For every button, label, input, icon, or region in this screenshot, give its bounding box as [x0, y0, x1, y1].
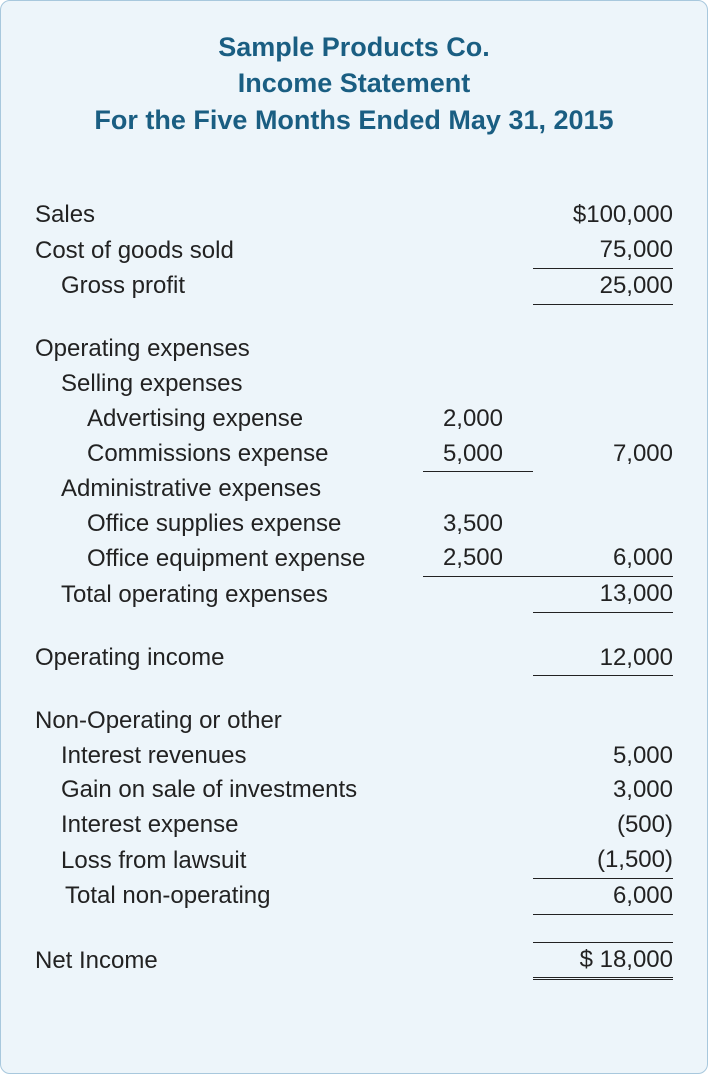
label-operating-income: Operating income	[35, 641, 423, 676]
company-name: Sample Products Co.	[35, 29, 673, 65]
statement-title: Income Statement	[35, 65, 673, 101]
value-gain: 3,000	[533, 773, 673, 808]
row-opex-header: Operating expenses	[35, 332, 673, 367]
row-office-supplies: Office supplies expense 3,500	[35, 507, 673, 542]
value-operating-income: 12,000	[533, 641, 673, 676]
value-selling-subtotal: 7,000	[533, 437, 673, 472]
value-loss: (1,500)	[533, 843, 673, 878]
value-net-income: $ 18,000	[533, 942, 673, 979]
income-statement-table: Sales $100,000 Cost of goods sold 75,000…	[35, 198, 673, 980]
row-sales: Sales $100,000	[35, 198, 673, 233]
row-loss: Loss from lawsuit (1,500)	[35, 843, 673, 878]
row-advertising: Advertising expense 2,000	[35, 402, 673, 437]
row-admin-header: Administrative expenses	[35, 472, 673, 507]
row-cogs: Cost of goods sold 75,000	[35, 233, 673, 268]
label-office-supplies: Office supplies expense	[35, 507, 423, 542]
label-net-income: Net Income	[35, 942, 423, 979]
row-net-income: Net Income $ 18,000	[35, 942, 673, 979]
label-gain: Gain on sale of investments	[35, 773, 423, 808]
row-commissions: Commissions expense 5,000 7,000	[35, 437, 673, 472]
value-advertising: 2,000	[423, 402, 533, 437]
statement-period: For the Five Months Ended May 31, 2015	[35, 102, 673, 138]
label-opex-header: Operating expenses	[35, 332, 423, 367]
label-selling-header: Selling expenses	[35, 367, 423, 402]
value-office-supplies: 3,500	[423, 507, 533, 542]
row-interest-revenues: Interest revenues 5,000	[35, 739, 673, 774]
row-office-equipment: Office equipment expense 2,500 6,000	[35, 541, 673, 576]
value-cogs: 75,000	[533, 233, 673, 268]
label-total-opex: Total operating expenses	[35, 577, 423, 613]
label-total-nonop: Total non-operating	[35, 878, 423, 914]
value-office-equipment: 2,500	[423, 541, 533, 576]
row-total-nonop: Total non-operating 6,000	[35, 878, 673, 914]
label-nonop-header: Non-Operating or other	[35, 704, 423, 739]
label-office-equipment: Office equipment expense	[35, 541, 423, 576]
value-sales: $100,000	[533, 198, 673, 233]
statement-header: Sample Products Co. Income Statement For…	[35, 29, 673, 138]
label-commissions: Commissions expense	[35, 437, 423, 472]
label-cogs: Cost of goods sold	[35, 233, 423, 268]
value-commissions: 5,000	[423, 437, 533, 472]
row-total-opex: Total operating expenses 13,000	[35, 577, 673, 613]
label-sales: Sales	[35, 198, 423, 233]
row-gain: Gain on sale of investments 3,000	[35, 773, 673, 808]
row-interest-expense: Interest expense (500)	[35, 808, 673, 843]
label-loss: Loss from lawsuit	[35, 843, 423, 878]
value-admin-subtotal: 6,000	[533, 541, 673, 576]
value-gross-profit: 25,000	[533, 268, 673, 304]
value-total-opex: 13,000	[533, 577, 673, 613]
label-admin-header: Administrative expenses	[35, 472, 423, 507]
label-advertising: Advertising expense	[35, 402, 423, 437]
value-total-nonop: 6,000	[533, 878, 673, 914]
row-operating-income: Operating income 12,000	[35, 641, 673, 676]
label-interest-expense: Interest expense	[35, 808, 423, 843]
value-interest-expense: (500)	[533, 808, 673, 843]
row-selling-header: Selling expenses	[35, 367, 673, 402]
income-statement-card: Sample Products Co. Income Statement For…	[0, 0, 708, 1074]
row-gross-profit: Gross profit 25,000	[35, 268, 673, 304]
label-gross-profit: Gross profit	[35, 268, 423, 304]
label-interest-revenues: Interest revenues	[35, 739, 423, 774]
row-nonop-header: Non-Operating or other	[35, 704, 673, 739]
value-interest-revenues: 5,000	[533, 739, 673, 774]
